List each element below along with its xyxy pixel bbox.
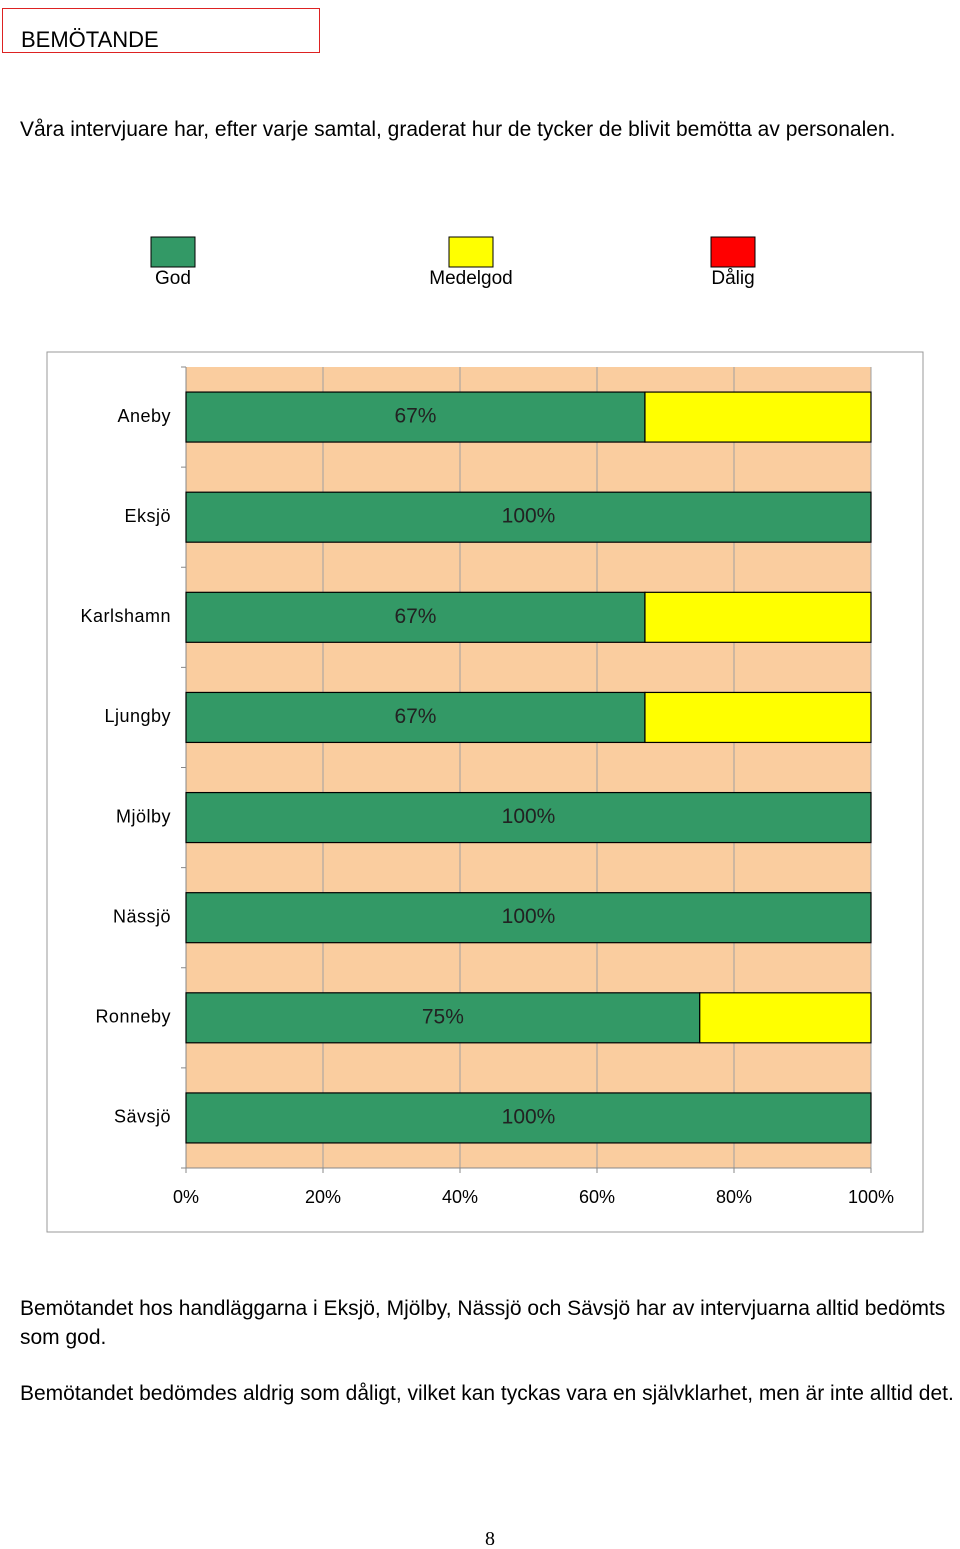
y-tick-label: Nässjö	[113, 906, 171, 926]
paragraph: Bemötandet bedömdes aldrig som dåligt, v…	[20, 1382, 954, 1405]
data-label: 75%	[422, 1005, 464, 1028]
y-tick-label: Ljungby	[104, 706, 171, 726]
x-tick-label: 20%	[305, 1187, 341, 1207]
bar-segment	[185, 591, 646, 643]
data-label: 100%	[502, 505, 556, 528]
x-tick-label: 40%	[442, 1187, 478, 1207]
bar-segment	[185, 491, 872, 543]
bar-segment	[644, 391, 872, 443]
legend-swatch	[710, 236, 756, 268]
data-label: 67%	[394, 405, 436, 428]
bar-segment	[185, 992, 701, 1044]
data-label: 100%	[502, 805, 556, 828]
bar-segment	[644, 591, 872, 643]
page-number: 8	[485, 1528, 495, 1549]
y-tick-label: Karlshamn	[80, 606, 171, 626]
data-label: 100%	[502, 905, 556, 928]
legend-swatch	[150, 236, 196, 268]
y-tick-label: Ronneby	[95, 1007, 171, 1027]
x-tick-label: 0%	[173, 1187, 199, 1207]
bar-segment	[185, 691, 646, 744]
bar-segment	[185, 391, 646, 443]
paragraph: Bemötandet hos handläggarna i Eksjö, Mjö…	[20, 1297, 946, 1349]
data-label: 100%	[502, 1105, 556, 1128]
y-tick-label: Aneby	[117, 406, 171, 426]
bar-segment	[185, 791, 872, 844]
legend-swatch	[448, 236, 494, 268]
bar-segment	[699, 992, 872, 1044]
heading: BEMÖTANDE	[2, 8, 320, 53]
data-label: 67%	[394, 605, 436, 628]
legend-label: Dålig	[711, 268, 754, 289]
intro: Våra intervjuare har, efter varje samtal…	[20, 118, 896, 141]
chart: 0% 20% 40% 60% 80% 100% God Medelgod Dålig Aneby 6…	[46, 236, 924, 1233]
x-tick-label: 60%	[579, 1187, 615, 1207]
x-tick-label: 80%	[716, 1187, 752, 1207]
plot-area	[186, 367, 871, 1168]
y-tick-label: Eksjö	[124, 506, 171, 526]
data-label: 67%	[394, 705, 436, 728]
bar-segment	[185, 892, 872, 944]
y-tick-label: Mjölby	[116, 806, 171, 826]
legend-label: God	[155, 268, 191, 289]
x-tick-label: 100%	[848, 1187, 894, 1207]
bar-segment	[644, 691, 872, 744]
bar-segment	[185, 1092, 872, 1144]
y-tick-label: Sävsjö	[114, 1107, 171, 1127]
legend-label: Medelgod	[429, 268, 512, 289]
